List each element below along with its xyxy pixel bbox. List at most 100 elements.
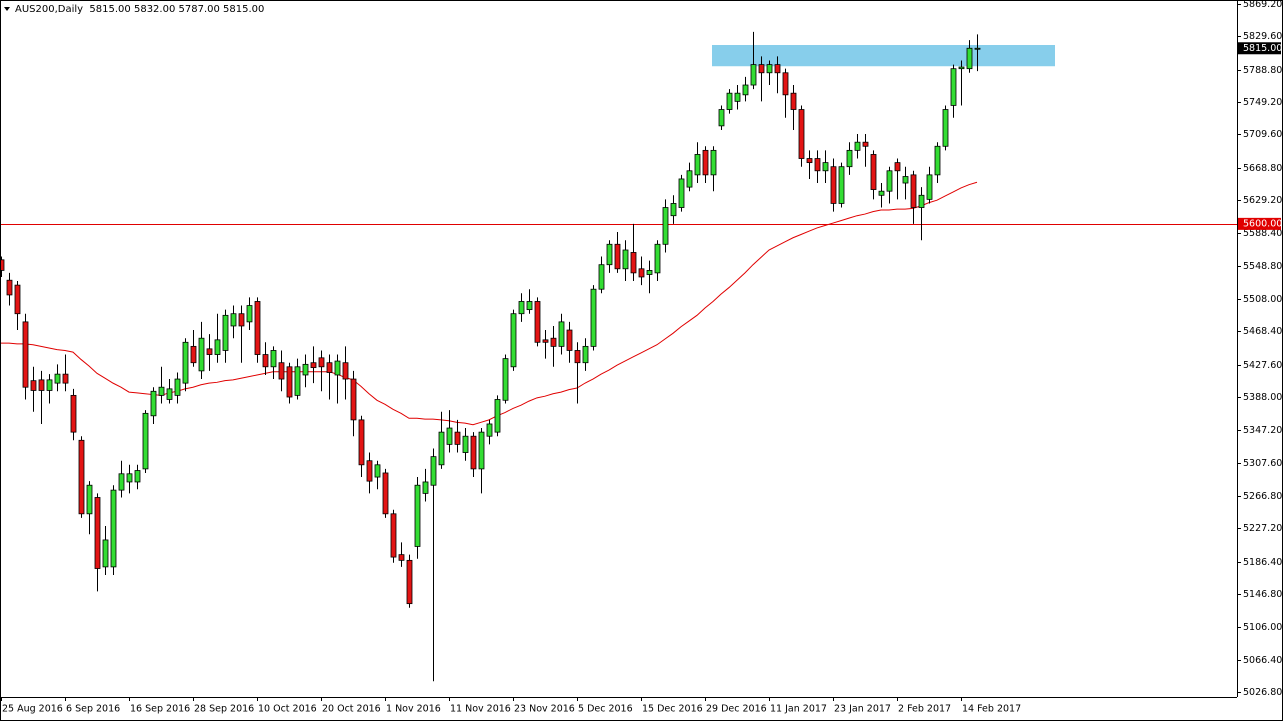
candle-body	[798, 109, 805, 159]
menu-triangle	[4, 7, 10, 11]
x-tick-label: 14 Feb 2017	[962, 704, 1021, 715]
candle-body	[158, 386, 165, 396]
candle-body	[926, 174, 933, 200]
y-tick-label: 5749.20	[1243, 97, 1282, 108]
candle-body	[294, 366, 301, 396]
candle-body	[174, 378, 181, 396]
y-tick-label: 5468.40	[1243, 326, 1282, 337]
candle-body	[526, 301, 533, 311]
candle-body	[606, 243, 613, 266]
candle-body	[630, 252, 637, 274]
candle-body	[862, 141, 869, 147]
candle-body	[598, 264, 605, 290]
candle-body	[486, 423, 493, 437]
y-tick-label: 5026.80	[1243, 687, 1282, 698]
candle-body	[510, 313, 517, 368]
candle-body	[614, 243, 621, 270]
candle-body	[262, 354, 269, 368]
candle-body	[382, 472, 389, 515]
y-tick-label: 5266.80	[1243, 491, 1282, 502]
candle-body	[142, 412, 149, 470]
candle-body	[126, 473, 133, 483]
candle-body	[966, 47, 973, 70]
candle-body	[358, 419, 365, 466]
candle-body	[206, 348, 213, 355]
candle-body	[118, 473, 125, 491]
candle-body	[470, 435, 477, 470]
y-tick-label: 5629.20	[1243, 195, 1282, 206]
candle-body	[622, 249, 629, 270]
y-tick-label: 5548.80	[1243, 261, 1282, 272]
candle-body	[654, 243, 661, 274]
candle-body	[822, 162, 829, 172]
candle-body	[542, 339, 549, 343]
y-tick-label: 5869.20	[1243, 0, 1282, 10]
y-tick-label: 5106.00	[1243, 622, 1282, 633]
candle-body	[814, 158, 821, 172]
main-layer	[0, 31, 1237, 682]
candle-body	[302, 363, 309, 376]
candle-body	[718, 109, 725, 127]
y-tick-label: 5227.20	[1243, 523, 1282, 534]
candle-body	[94, 497, 101, 569]
candle-body	[334, 360, 341, 376]
candle-body	[942, 109, 949, 147]
candle-body	[742, 84, 749, 96]
candle-body	[246, 305, 253, 323]
candle-body	[590, 288, 597, 347]
y-tick-label: 5186.40	[1243, 557, 1282, 568]
candle-body	[686, 170, 693, 188]
candle-body	[222, 314, 229, 351]
candle-body	[78, 439, 85, 515]
zone-layer	[712, 45, 1055, 67]
candle-body	[422, 481, 429, 494]
candle-body	[38, 379, 45, 391]
candle-body	[86, 484, 93, 515]
candle-body	[726, 92, 733, 110]
x-tick-label: 6 Sep 2016	[66, 704, 120, 715]
candle-body	[102, 539, 109, 568]
candle-body	[662, 207, 669, 245]
candle-body	[438, 431, 445, 466]
candle-body	[326, 362, 333, 373]
candle-body	[54, 373, 61, 384]
candle-body	[14, 284, 21, 315]
y-tick-label: 5588.40	[1243, 228, 1282, 239]
candle-body	[878, 190, 885, 196]
candle-body	[238, 313, 245, 327]
chart-title: AUS200,Daily 5815.00 5832.00 5787.00 581…	[15, 4, 264, 15]
candle-body	[22, 321, 29, 388]
candle-body	[974, 47, 981, 50]
candle-body	[414, 484, 421, 547]
candle-body	[6, 279, 13, 296]
y-tick-label: 5829.60	[1243, 31, 1282, 42]
y-tick-label: 5427.60	[1243, 360, 1282, 371]
candle-body	[430, 456, 437, 486]
candle-body	[150, 390, 157, 417]
candle-body	[62, 373, 69, 384]
candle-body	[518, 301, 525, 315]
candle-body	[886, 170, 893, 192]
candle-body	[758, 64, 765, 74]
x-tick-label: 16 Sep 2016	[130, 704, 190, 715]
candle-body	[166, 388, 173, 400]
candle-body	[774, 64, 781, 74]
x-tick-label: 23 Jan 2017	[834, 704, 891, 715]
y-tick-label: 5508.00	[1243, 294, 1282, 305]
y-tick-label: 5788.80	[1243, 65, 1282, 76]
x-tick-label: 2 Feb 2017	[898, 704, 951, 715]
candle-body	[638, 268, 645, 278]
candle-body	[582, 345, 589, 364]
last-price-box	[1238, 42, 1281, 55]
candle-body	[902, 176, 909, 184]
candle-body	[574, 350, 581, 364]
candle-body	[70, 394, 77, 433]
candle-body	[366, 460, 373, 482]
candle-body	[670, 203, 677, 217]
candle-body	[286, 366, 293, 398]
candle-body	[750, 64, 757, 86]
x-tick-label: 28 Sep 2016	[194, 704, 254, 715]
